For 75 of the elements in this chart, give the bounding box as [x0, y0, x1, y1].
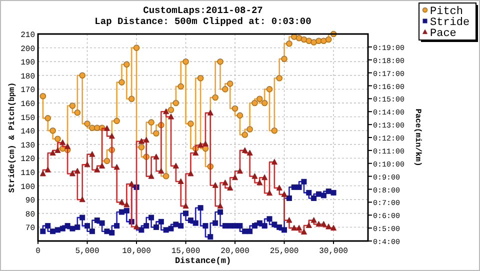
- y-tick-label: 140: [20, 128, 36, 137]
- point: [114, 118, 120, 124]
- point: [153, 130, 160, 137]
- point: [325, 36, 332, 43]
- x-tick-label: 25,000: [270, 247, 299, 256]
- y2-axis-title: Pace(min/km): [413, 108, 422, 166]
- y-axis-title: Stride(cm) & Pitch(bpm): [8, 82, 17, 193]
- point: [74, 110, 81, 116]
- point: [252, 100, 258, 106]
- point: [40, 92, 46, 100]
- point: [118, 79, 125, 86]
- point: [50, 127, 56, 134]
- legend-label: Pace: [430, 28, 456, 40]
- point: [138, 144, 145, 150]
- point: [182, 58, 189, 65]
- point: [320, 38, 327, 44]
- point: [266, 86, 273, 92]
- point: [256, 96, 263, 102]
- point: [168, 106, 174, 114]
- point: [104, 158, 110, 164]
- point: [133, 44, 140, 51]
- y-tick-label: 110: [20, 169, 36, 178]
- point: [271, 127, 278, 134]
- y-tick-label: 180: [20, 72, 36, 82]
- point: [296, 34, 302, 42]
- y-tick-label: 80: [25, 210, 36, 220]
- point: [148, 119, 154, 126]
- point: [246, 126, 253, 132]
- chart-subtitle: Lap Distance: 500m Clipped at: 0:03:00: [94, 16, 312, 27]
- point: [44, 115, 51, 122]
- point: [162, 172, 170, 180]
- point: [79, 72, 86, 79]
- y-tick-label: 150: [20, 114, 36, 123]
- point: [172, 100, 180, 106]
- point: [217, 58, 224, 65]
- point: [178, 83, 184, 90]
- point: [197, 75, 204, 82]
- point: [84, 120, 90, 127]
- y-tick-label: 200: [20, 44, 36, 54]
- point: [212, 94, 218, 101]
- point: [281, 56, 288, 62]
- point: [89, 124, 96, 131]
- point: [124, 61, 130, 68]
- y-tick-label: 190: [20, 58, 36, 68]
- x-tick-label: 10,000: [122, 247, 152, 256]
- y-tick-label: 90: [25, 196, 36, 206]
- legend-label: Stride: [430, 17, 470, 29]
- legend-label: Pitch: [430, 6, 464, 18]
- y-tick-label: 100: [20, 182, 36, 192]
- point: [261, 100, 268, 106]
- chart-title: CustomLaps:2011-08-27: [143, 5, 264, 16]
- y-tick-label: 120: [20, 155, 36, 164]
- y-tick-label: 70: [25, 224, 36, 234]
- y-tick-label: 210: [20, 31, 36, 40]
- x-tick-label: 20,000: [220, 247, 250, 256]
- point: [286, 40, 292, 47]
- x-axis-title: Distance(m): [174, 256, 232, 266]
- y-tick-label: 170: [20, 86, 36, 96]
- point: [276, 75, 282, 82]
- x-tick-label: 15,000: [171, 247, 200, 256]
- point: [69, 102, 76, 109]
- y-tick-label: 130: [20, 141, 36, 150]
- point: [242, 132, 248, 138]
- point: [232, 105, 238, 112]
- y-tick-label: 160: [20, 100, 36, 109]
- point: [222, 86, 228, 92]
- point: [236, 112, 244, 119]
- x-tick-label: 5,000: [75, 247, 100, 256]
- point: [54, 136, 61, 142]
- point: [226, 80, 234, 87]
- x-tick-label: 0: [36, 247, 41, 256]
- point: [300, 36, 308, 43]
- point: [128, 96, 135, 102]
- x-tick-label: 30,000: [319, 247, 348, 256]
- point: [188, 120, 194, 127]
